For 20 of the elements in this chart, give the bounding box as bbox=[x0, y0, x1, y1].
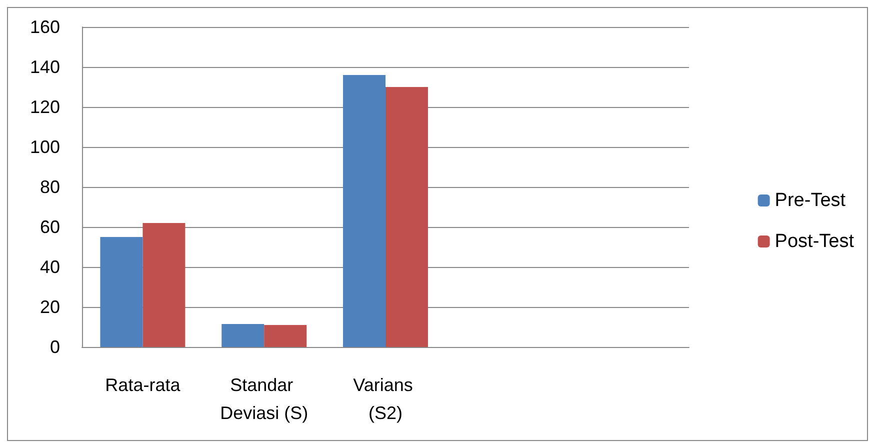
y-tick-label: 80 bbox=[40, 177, 60, 197]
x-tick-label: Standar Deviasi (S) bbox=[220, 375, 308, 423]
y-tick-label: 160 bbox=[30, 17, 60, 37]
y-tick-label: 0 bbox=[50, 337, 60, 357]
x-tick-label: Rata-rata bbox=[105, 375, 182, 395]
bar bbox=[343, 75, 386, 347]
bar bbox=[222, 324, 264, 347]
legend-label: Pre-Test bbox=[774, 190, 846, 211]
y-tick-label: 40 bbox=[40, 257, 60, 277]
bar bbox=[386, 87, 428, 347]
y-tick-label: 120 bbox=[30, 97, 60, 117]
y-tick-label: 60 bbox=[40, 217, 60, 237]
bar bbox=[142, 223, 186, 347]
legend-label: Post-Test bbox=[774, 231, 855, 252]
bar bbox=[100, 237, 143, 347]
y-tick-label: 140 bbox=[30, 57, 60, 77]
y-tick-label: 100 bbox=[30, 137, 60, 157]
y-tick-label: 20 bbox=[40, 297, 60, 317]
bar bbox=[264, 325, 307, 347]
x-tick-label: Varians (S2) bbox=[353, 375, 418, 423]
